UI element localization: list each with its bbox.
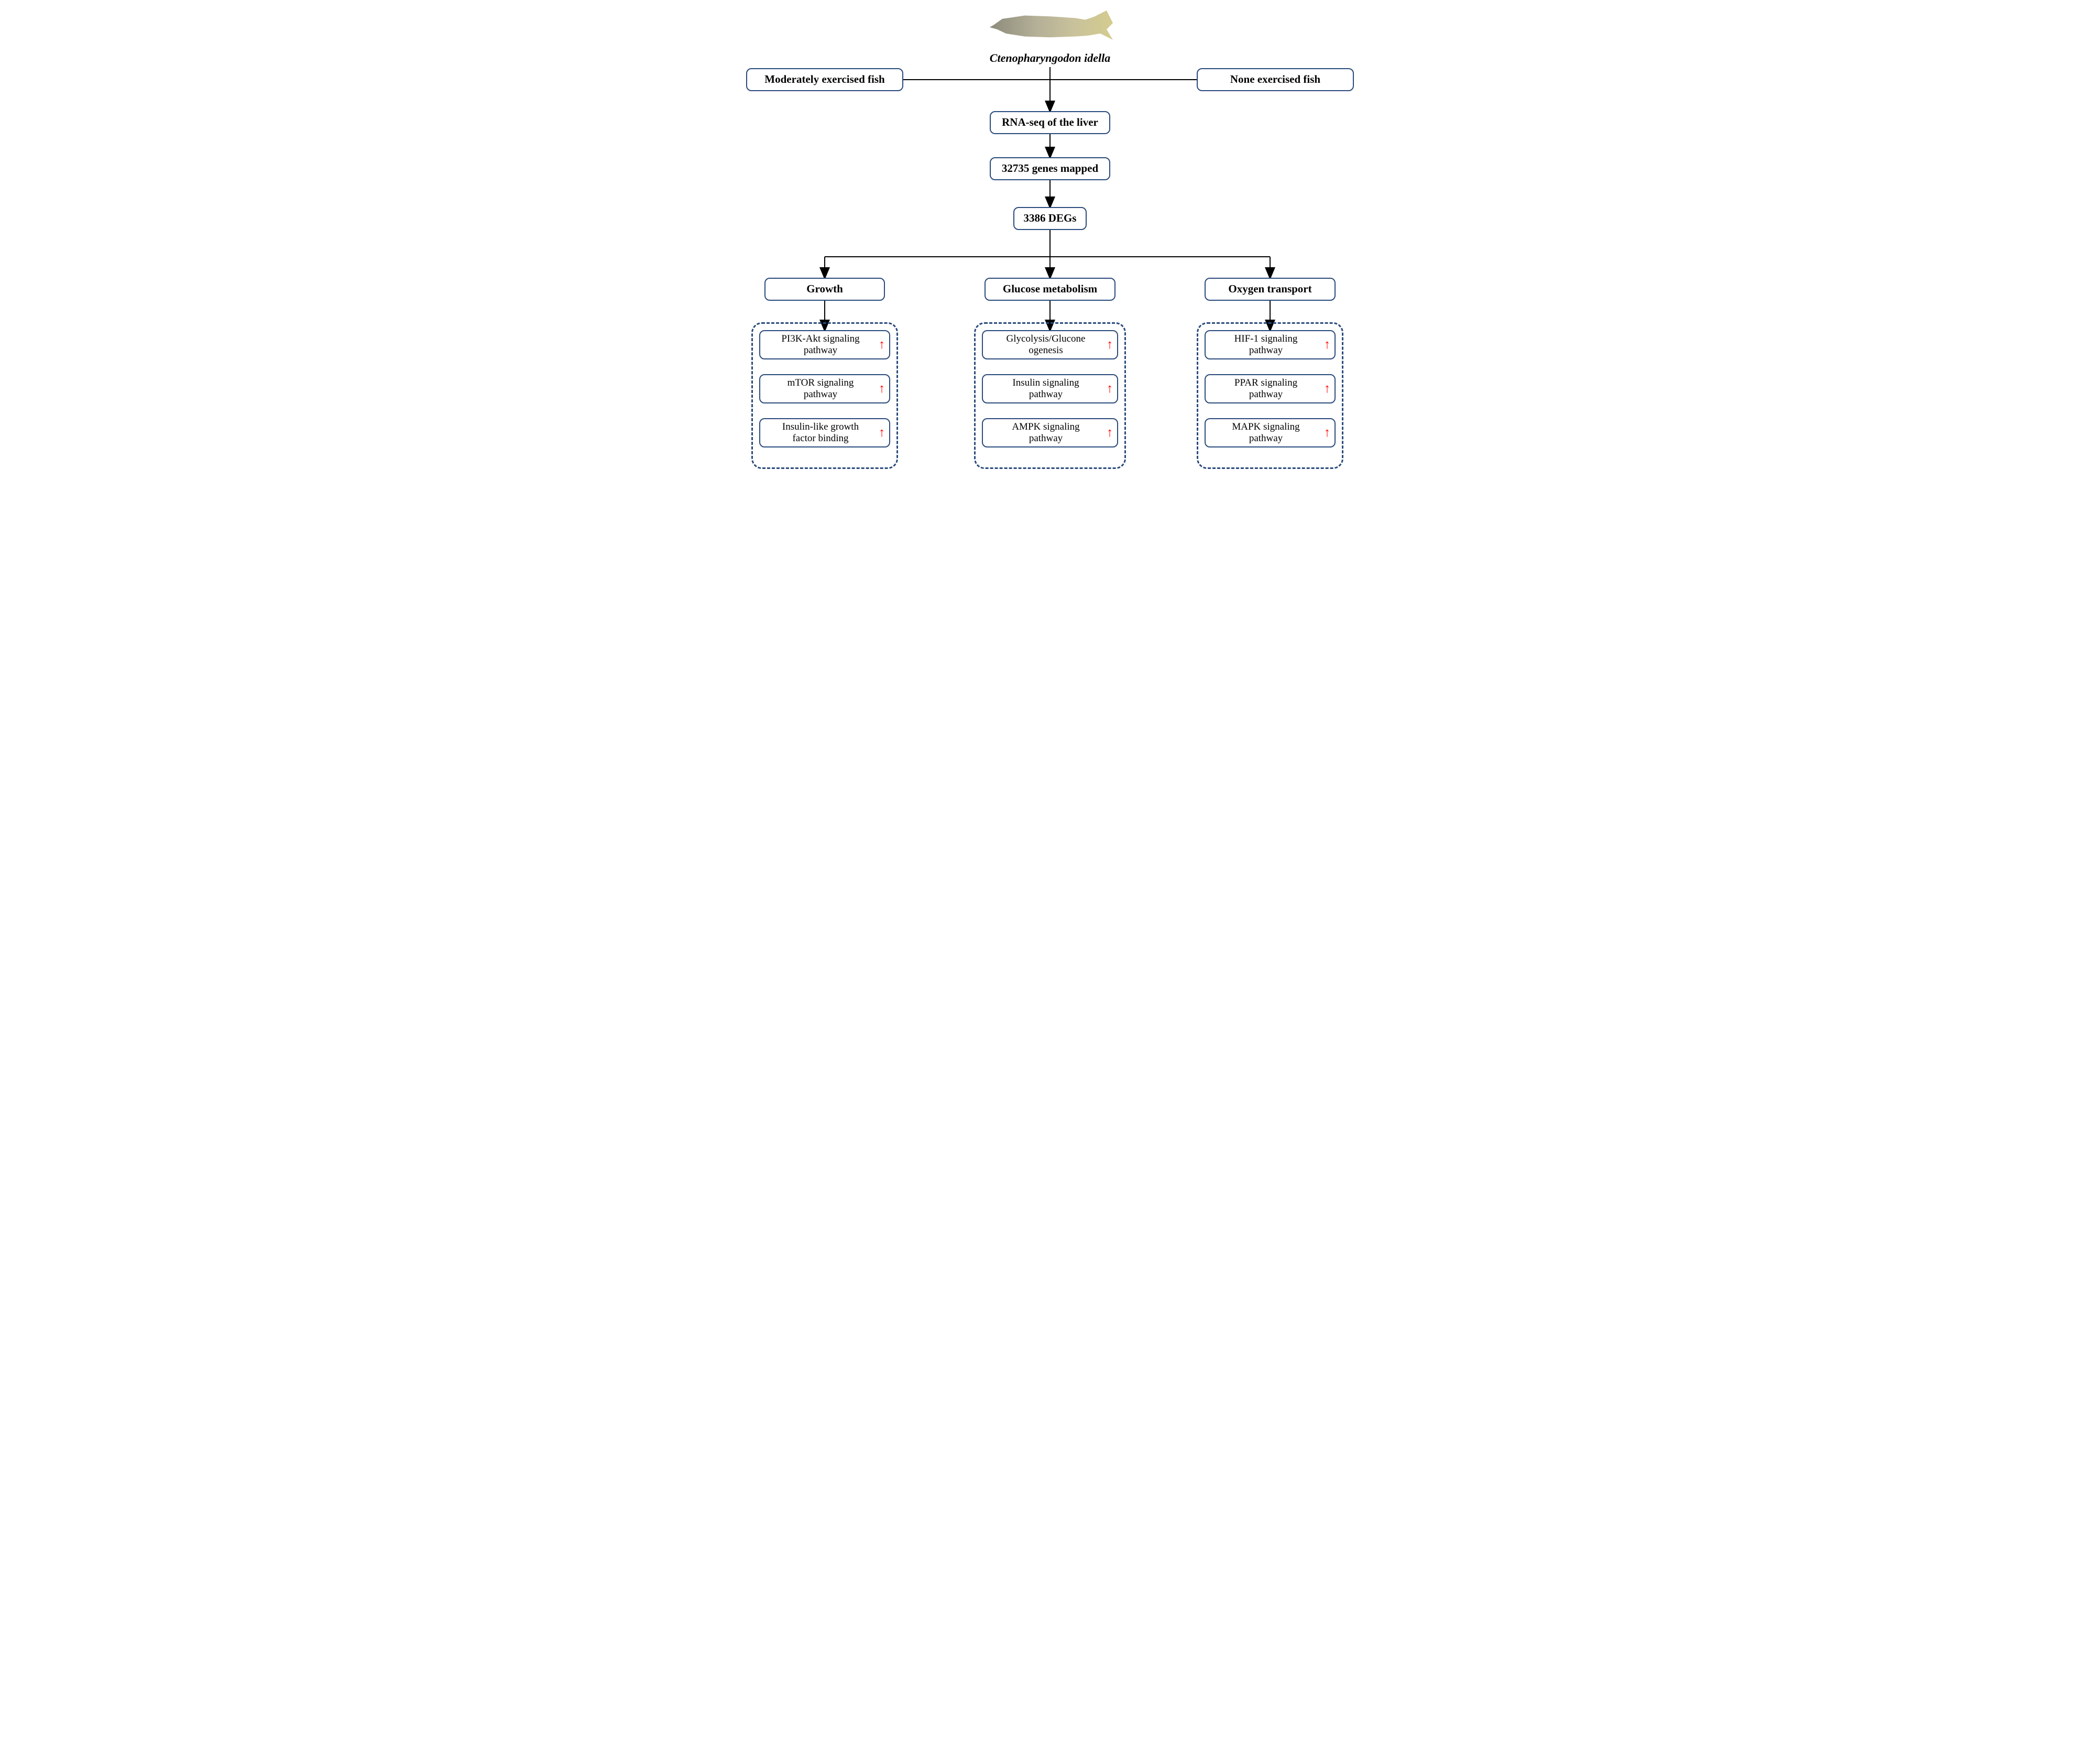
pathway-label: PPAR signalingpathway	[1210, 377, 1322, 400]
up-arrow-icon: ↑	[1107, 383, 1113, 395]
box-none: None exercised fish	[1197, 68, 1354, 91]
species-label: Ctenopharyngodon idella	[966, 51, 1134, 65]
flowchart-canvas: Ctenopharyngodon idella Moderately exerc…	[736, 0, 1364, 524]
fish-image	[987, 6, 1113, 48]
box-degs: 3386 DEGs	[1013, 207, 1087, 230]
pathway-label: PI3K-Akt signalingpathway	[764, 333, 877, 356]
up-arrow-icon: ↑	[879, 383, 885, 395]
box-mapped: 32735 genes mapped	[990, 157, 1110, 180]
up-arrow-icon: ↑	[1107, 427, 1113, 439]
box-rnaseq: RNA-seq of the liver	[990, 111, 1110, 134]
pathway-oxygen-2: MAPK signalingpathway↑	[1205, 418, 1336, 447]
up-arrow-icon: ↑	[1324, 383, 1330, 395]
pathway-label: Insulin signalingpathway	[987, 377, 1104, 400]
pathway-label: Insulin-like growthfactor binding	[764, 421, 877, 444]
box-growth: Growth	[764, 278, 885, 301]
pathway-label: MAPK signalingpathway	[1210, 421, 1322, 444]
pathway-label: mTOR signalingpathway	[764, 377, 877, 400]
up-arrow-icon: ↑	[1107, 338, 1113, 351]
box-oxygen: Oxygen transport	[1205, 278, 1336, 301]
up-arrow-icon: ↑	[879, 338, 885, 351]
pathway-glucose-0: Glycolysis/Gluconeogenesis↑	[982, 330, 1118, 359]
pathway-oxygen-1: PPAR signalingpathway↑	[1205, 374, 1336, 403]
up-arrow-icon: ↑	[879, 427, 885, 439]
box-glucose: Glucose metabolism	[985, 278, 1115, 301]
pathway-label: AMPK signalingpathway	[987, 421, 1104, 444]
pathway-label: HIF-1 signalingpathway	[1210, 333, 1322, 356]
box-moderately: Moderately exercised fish	[746, 68, 903, 91]
pathway-glucose-2: AMPK signalingpathway↑	[982, 418, 1118, 447]
pathway-growth-0: PI3K-Akt signalingpathway↑	[759, 330, 890, 359]
pathway-label: Glycolysis/Gluconeogenesis	[987, 333, 1104, 356]
pathway-oxygen-0: HIF-1 signalingpathway↑	[1205, 330, 1336, 359]
pathway-glucose-1: Insulin signalingpathway↑	[982, 374, 1118, 403]
up-arrow-icon: ↑	[1324, 338, 1330, 351]
pathway-growth-1: mTOR signalingpathway↑	[759, 374, 890, 403]
pathway-growth-2: Insulin-like growthfactor binding↑	[759, 418, 890, 447]
up-arrow-icon: ↑	[1324, 427, 1330, 439]
